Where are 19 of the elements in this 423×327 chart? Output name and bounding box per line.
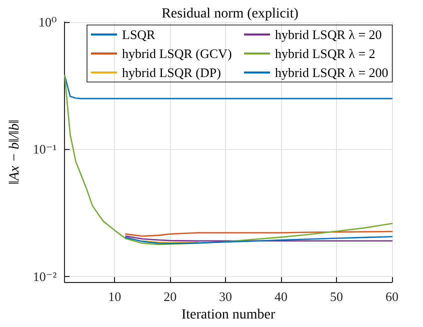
chart-title: Residual norm (explicit) bbox=[162, 6, 299, 22]
legend-label: hybrid LSQR (DP) bbox=[122, 65, 221, 80]
legend-label: hybrid LSQR λ = 2 bbox=[275, 46, 376, 61]
x-tick-label: 40 bbox=[274, 289, 288, 304]
legend-label: LSQR bbox=[122, 27, 156, 42]
y-tick-label: 10⁻¹ bbox=[32, 142, 57, 157]
legend-label: hybrid LSQR λ = 20 bbox=[275, 27, 382, 42]
x-tick-label: 60 bbox=[386, 289, 398, 304]
x-tick-label: 10 bbox=[108, 289, 122, 304]
x-tick-label: 30 bbox=[219, 289, 232, 304]
y-axis-title: ‖Ax − b‖/‖b‖ bbox=[8, 120, 22, 184]
x-tick-label: 50 bbox=[330, 289, 344, 304]
x-tick-label: 20 bbox=[164, 289, 177, 304]
legend-label: hybrid LSQR (GCV) bbox=[122, 46, 232, 61]
legend-label: hybrid LSQR λ = 200 bbox=[275, 65, 388, 80]
y-tick-label: 10⁰ bbox=[38, 14, 57, 30]
line-series bbox=[125, 236, 393, 244]
x-axis-title: Iteration number bbox=[181, 308, 276, 322]
y-tick-label: 10⁻² bbox=[32, 268, 57, 284]
